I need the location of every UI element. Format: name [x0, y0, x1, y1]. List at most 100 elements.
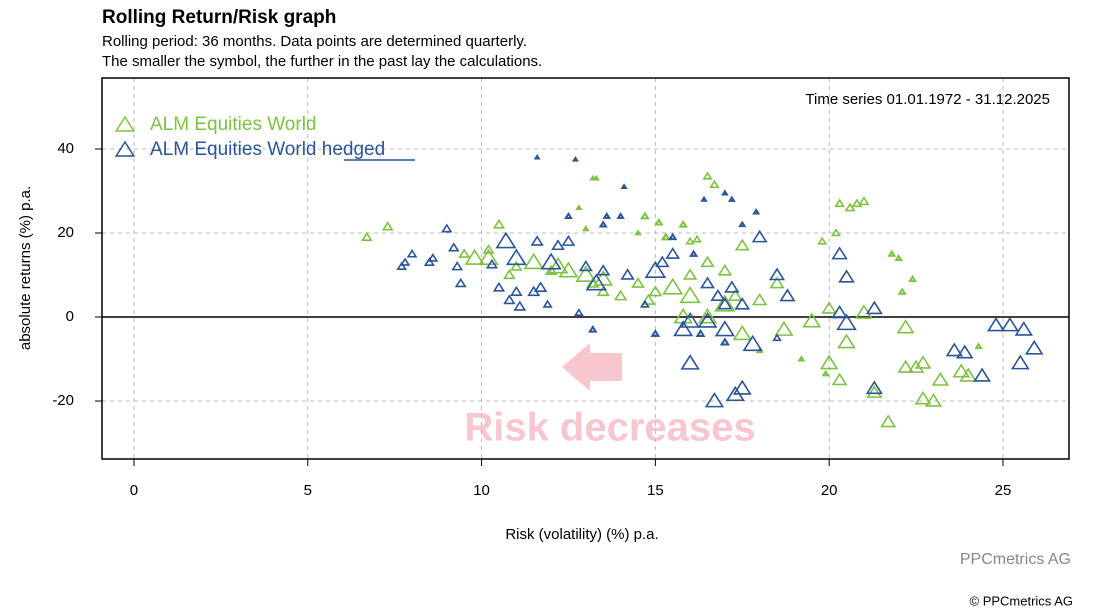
- point: [914, 390, 932, 405]
- point: [831, 372, 848, 386]
- point: [700, 255, 715, 268]
- point: [478, 248, 499, 265]
- point: [914, 355, 932, 369]
- point: [844, 202, 856, 212]
- point: [724, 280, 740, 293]
- point: [817, 236, 828, 245]
- point: [821, 301, 837, 314]
- point: [673, 320, 694, 337]
- point: [697, 312, 718, 328]
- point: [593, 270, 614, 286]
- point: [727, 195, 736, 202]
- annotation: Time series 01.01.1972 - 31.12.2025: [805, 91, 1050, 108]
- point: [689, 249, 699, 257]
- point: [894, 254, 904, 261]
- point: [955, 344, 974, 359]
- subtitle: Rolling period: 36 months. Data points a…: [102, 33, 527, 50]
- point: [648, 285, 663, 297]
- point: [865, 300, 883, 315]
- point: [865, 380, 883, 395]
- point: [441, 223, 453, 233]
- point: [678, 219, 689, 228]
- point: [1000, 316, 1019, 332]
- point: [620, 268, 635, 280]
- point: [742, 334, 763, 352]
- point: [819, 354, 839, 370]
- point: [721, 189, 729, 196]
- x-tick-label: 10: [473, 482, 490, 499]
- point: [513, 300, 527, 311]
- point: [581, 225, 590, 232]
- y-axis-label: absolute returns (%) p.a.: [17, 186, 34, 350]
- point: [727, 288, 743, 301]
- legend-label: ALM Equities World hedged: [150, 139, 385, 160]
- point: [924, 393, 943, 407]
- point: [717, 297, 733, 310]
- point: [779, 288, 796, 302]
- point: [858, 196, 870, 206]
- point: [544, 264, 558, 276]
- point: [399, 257, 411, 266]
- point: [719, 337, 730, 346]
- point: [682, 268, 698, 280]
- point: [503, 294, 516, 305]
- point: [575, 204, 583, 211]
- point: [578, 260, 593, 272]
- point: [492, 281, 506, 292]
- point: [1014, 321, 1033, 336]
- legend-marker: [114, 115, 136, 132]
- point: [668, 232, 678, 241]
- point: [907, 359, 925, 373]
- point: [710, 288, 726, 301]
- point: [697, 308, 718, 324]
- point: [751, 292, 768, 306]
- point: [482, 244, 495, 254]
- point: [573, 308, 584, 316]
- point: [732, 324, 752, 341]
- point: [1024, 339, 1044, 355]
- point: [613, 289, 628, 301]
- point: [702, 171, 713, 180]
- point: [679, 286, 701, 304]
- point: [772, 333, 782, 342]
- point: [838, 269, 855, 283]
- point: [751, 229, 768, 243]
- point: [464, 248, 485, 265]
- point: [503, 269, 516, 280]
- point: [959, 367, 978, 382]
- point: [361, 231, 373, 241]
- point: [533, 281, 548, 293]
- point: [987, 317, 1005, 332]
- y-tick-label: 40: [57, 140, 74, 157]
- point: [509, 285, 523, 296]
- point: [505, 248, 527, 266]
- x-tick-label: 0: [130, 482, 138, 499]
- point: [639, 299, 650, 308]
- point: [880, 414, 897, 428]
- point: [665, 247, 681, 259]
- subtitle: The smaller the symbol, the further in t…: [102, 53, 542, 70]
- point: [510, 260, 523, 271]
- point: [533, 154, 541, 160]
- point: [589, 175, 597, 181]
- point: [769, 276, 785, 289]
- point: [821, 369, 830, 377]
- point: [695, 329, 706, 337]
- point: [709, 179, 720, 189]
- x-tick-label: 25: [995, 482, 1012, 499]
- point: [620, 183, 628, 190]
- point: [588, 325, 598, 333]
- point: [836, 313, 857, 331]
- point: [406, 248, 418, 258]
- point: [837, 333, 856, 349]
- point: [654, 217, 664, 226]
- point: [564, 211, 573, 219]
- point: [897, 359, 914, 373]
- point: [639, 211, 650, 220]
- point: [974, 342, 983, 350]
- source: PPCmetrics AG: [960, 551, 1071, 568]
- point: [662, 277, 684, 295]
- point: [641, 293, 656, 305]
- point: [714, 294, 736, 312]
- point: [738, 220, 747, 228]
